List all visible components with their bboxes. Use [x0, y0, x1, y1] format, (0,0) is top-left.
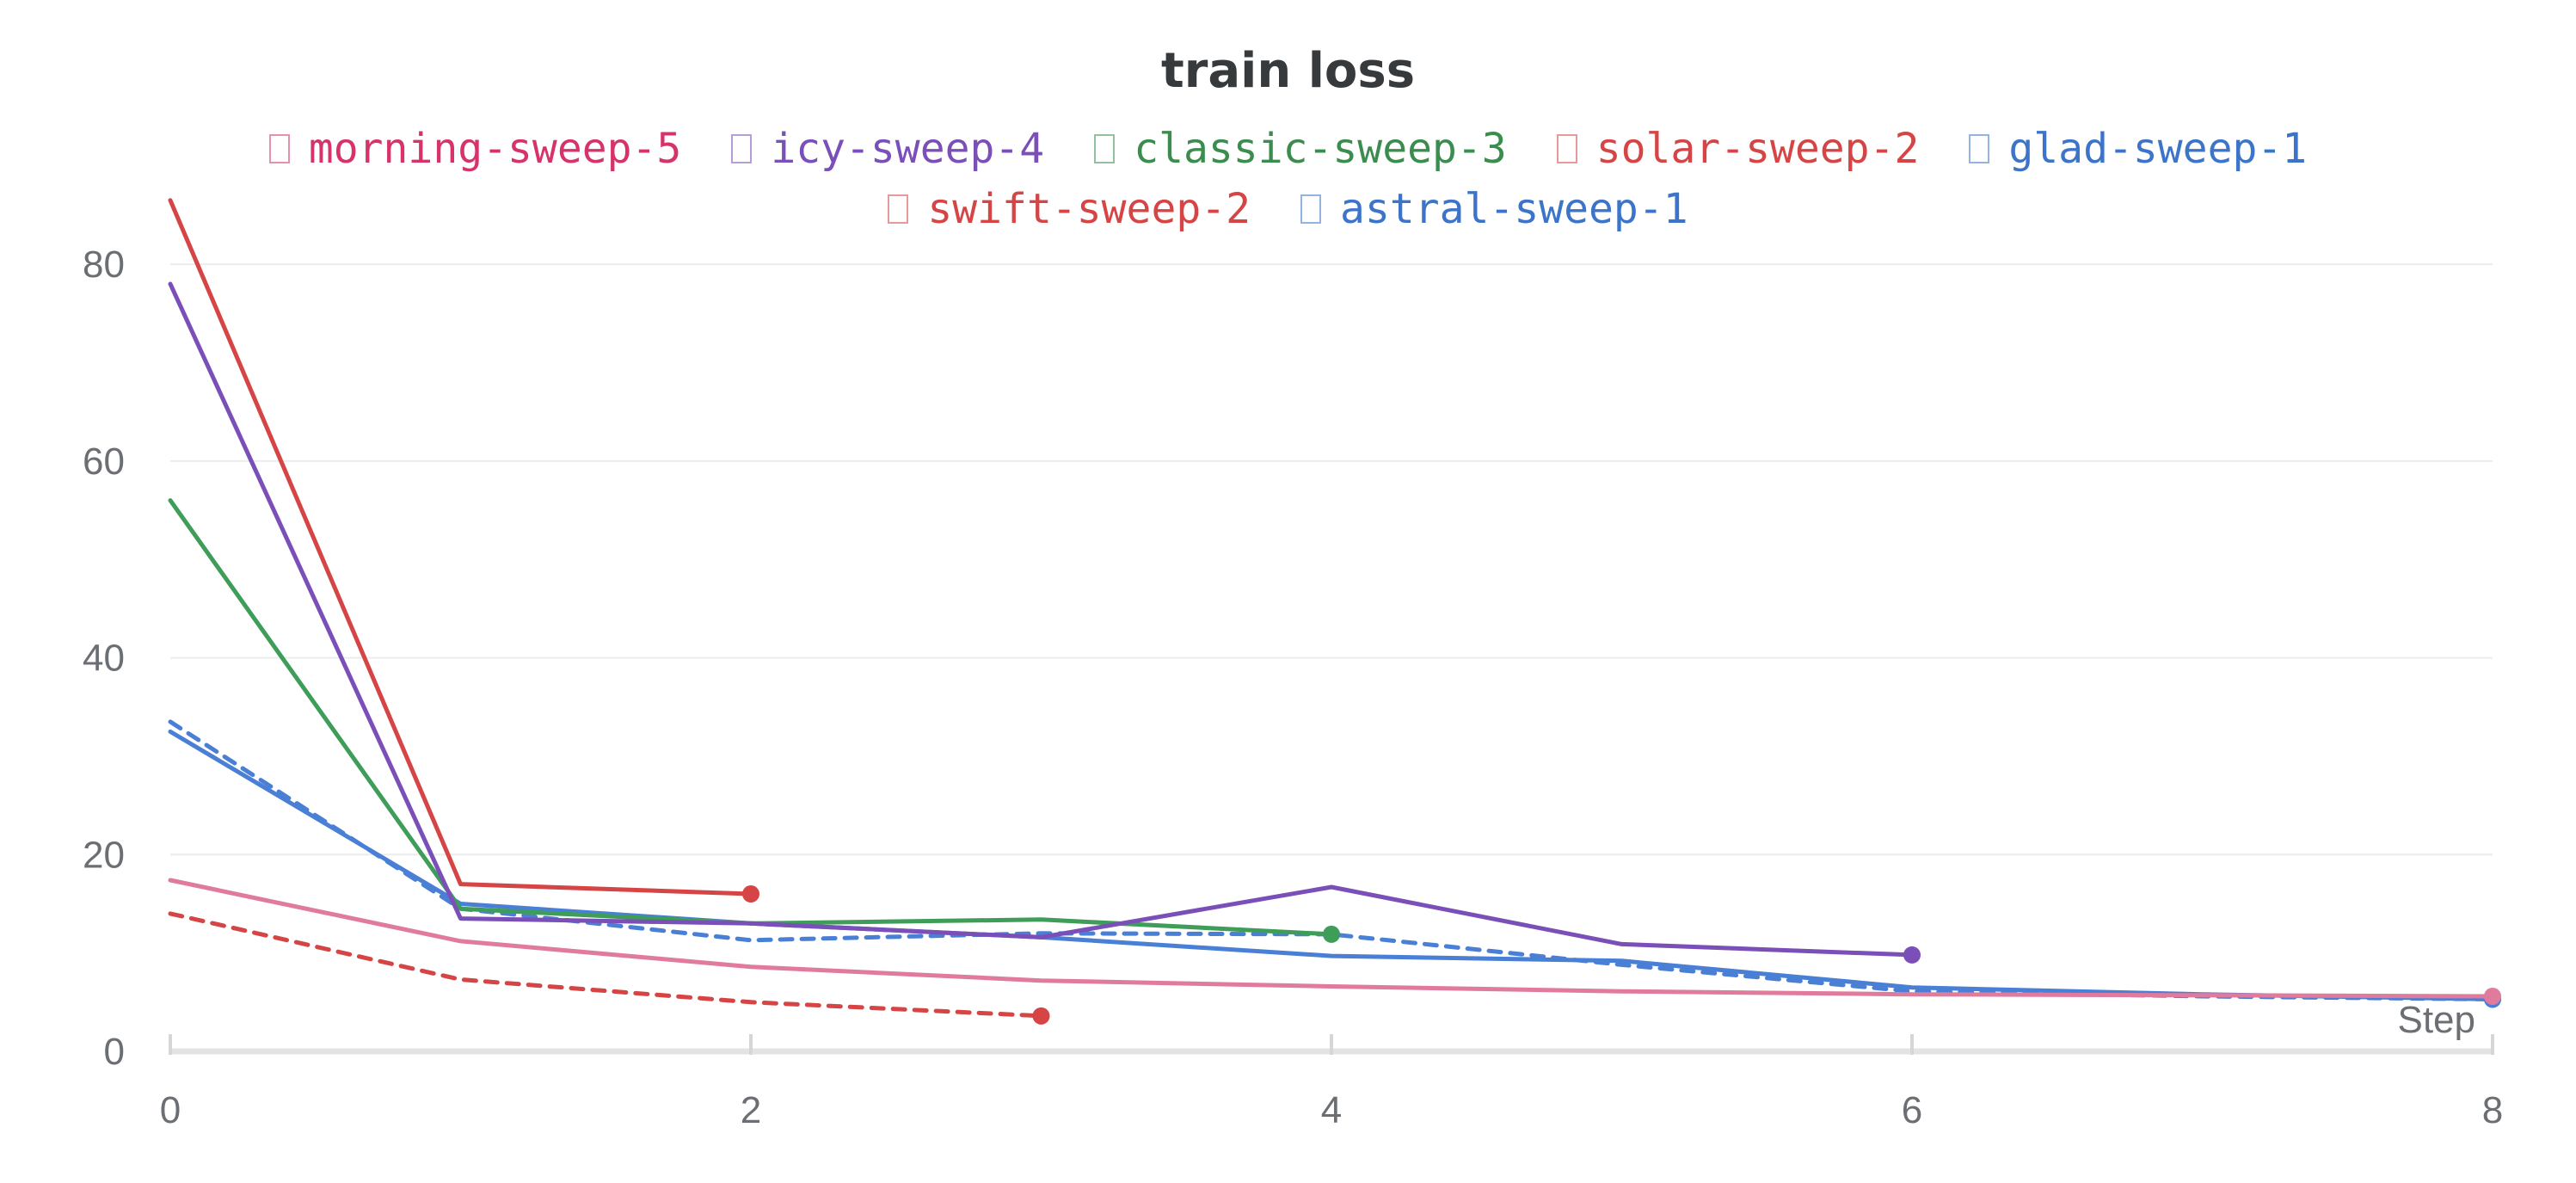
legend-swatch	[1094, 134, 1116, 163]
series-line	[168, 281, 1915, 958]
x-tick-label: 0	[160, 1089, 181, 1131]
legend-row-1: morning-sweep-5 icy-sweep-4 classic-swee…	[0, 119, 2576, 179]
series-end-marker	[1323, 925, 1340, 943]
series-lines	[168, 198, 2501, 1025]
y-tick-label: 60	[83, 441, 125, 483]
legend-swatch	[731, 134, 753, 163]
legend-swatch	[1300, 194, 1322, 224]
y-tick-label: 40	[83, 638, 125, 680]
series-end-marker	[742, 885, 759, 903]
y-tick-label: 20	[83, 834, 125, 876]
series-end-marker	[2484, 987, 2501, 1005]
y-tick-label: 80	[83, 243, 125, 286]
legend-label: classic-sweep-3	[1134, 125, 1507, 173]
y-tick-label: 0	[104, 1031, 125, 1073]
legend-label: icy-sweep-4	[771, 125, 1045, 173]
x-axis-title: Step	[2397, 999, 2475, 1041]
series-line	[168, 198, 753, 896]
x-tick-label: 4	[1321, 1089, 1342, 1131]
legend-swatch	[1556, 134, 1577, 163]
series-end-marker	[1903, 946, 1921, 964]
chart-title: train loss	[1160, 43, 1416, 99]
legend-item[interactable]: morning-sweep-5	[268, 125, 682, 173]
series-end-marker	[1032, 1007, 1050, 1025]
legend-swatch	[268, 134, 290, 163]
legend-label: glad-sweep-1	[2008, 125, 2308, 173]
legend-label: solar-sweep-2	[1595, 125, 1920, 173]
series-line	[168, 729, 2495, 1001]
axes: 0 20 40 60 80 0 2 4 6 8	[83, 243, 2503, 1131]
legend-swatch	[888, 194, 909, 224]
x-tick-label: 2	[741, 1089, 761, 1131]
legend-label: swift-sweep-2	[927, 185, 1251, 233]
legend-item[interactable]: swift-sweep-2	[888, 185, 1251, 233]
legend-item[interactable]: glad-sweep-1	[1969, 125, 2307, 173]
legend-label: morning-sweep-5	[308, 125, 682, 173]
series-line	[168, 911, 1043, 1019]
legend-item[interactable]: astral-sweep-1	[1300, 185, 1688, 233]
x-tick-label: 8	[2482, 1089, 2503, 1131]
series-line	[168, 878, 2495, 999]
legend-item[interactable]: solar-sweep-2	[1556, 125, 1920, 173]
legend-item[interactable]: classic-sweep-3	[1094, 125, 1507, 173]
series-line	[168, 498, 1334, 937]
chart-legend: morning-sweep-5 icy-sweep-4 classic-swee…	[0, 119, 2576, 239]
legend-swatch	[1969, 134, 1990, 163]
legend-item[interactable]: icy-sweep-4	[731, 125, 1044, 173]
legend-row-2: swift-sweep-2 astral-sweep-1	[0, 179, 2576, 239]
x-tick-label: 6	[1902, 1089, 1922, 1131]
gridlines	[170, 263, 2493, 856]
legend-label: astral-sweep-1	[1340, 185, 1688, 233]
